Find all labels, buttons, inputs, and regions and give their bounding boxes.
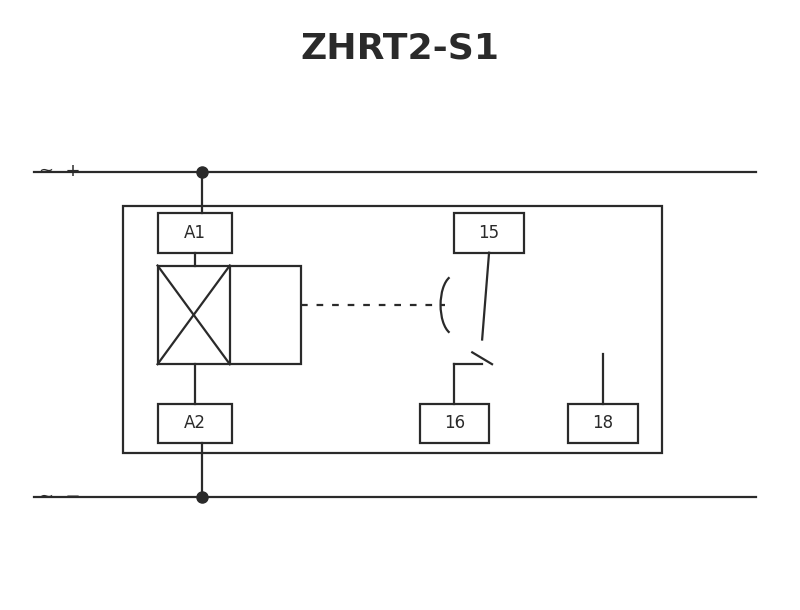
Text: ~  +: ~ + [39,162,80,180]
Text: A2: A2 [184,414,206,432]
Text: 15: 15 [478,224,500,242]
Text: A1: A1 [184,224,206,242]
Bar [158,265,301,364]
Text: 18: 18 [592,414,614,432]
Text: ~  −: ~ − [39,489,81,506]
Bar [420,404,489,443]
Text: ZHRT2-S1: ZHRT2-S1 [301,32,499,65]
Bar [158,404,232,443]
Bar [454,214,524,253]
Text: 16: 16 [444,414,465,432]
Bar [123,206,662,453]
Bar [158,214,232,253]
Bar [568,404,638,443]
